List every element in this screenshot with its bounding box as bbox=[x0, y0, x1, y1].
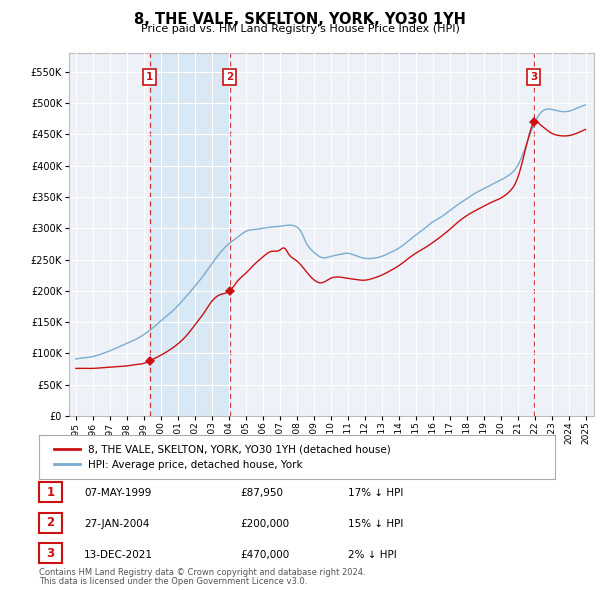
Text: Price paid vs. HM Land Registry's House Price Index (HPI): Price paid vs. HM Land Registry's House … bbox=[140, 24, 460, 34]
Text: £470,000: £470,000 bbox=[240, 550, 289, 559]
Text: 2: 2 bbox=[46, 516, 55, 529]
Text: 13-DEC-2021: 13-DEC-2021 bbox=[84, 550, 153, 559]
Text: 8, THE VALE, SKELTON, YORK, YO30 1YH: 8, THE VALE, SKELTON, YORK, YO30 1YH bbox=[134, 12, 466, 27]
Text: This data is licensed under the Open Government Licence v3.0.: This data is licensed under the Open Gov… bbox=[39, 577, 307, 586]
Text: £87,950: £87,950 bbox=[240, 489, 283, 498]
Text: 1: 1 bbox=[46, 486, 55, 499]
Text: £200,000: £200,000 bbox=[240, 519, 289, 529]
Text: 2: 2 bbox=[226, 72, 233, 81]
Bar bbox=[150, 53, 230, 416]
Text: 2% ↓ HPI: 2% ↓ HPI bbox=[348, 550, 397, 559]
Legend: 8, THE VALE, SKELTON, YORK, YO30 1YH (detached house), HPI: Average price, detac: 8, THE VALE, SKELTON, YORK, YO30 1YH (de… bbox=[49, 440, 395, 474]
Text: 3: 3 bbox=[46, 547, 55, 560]
Text: 07-MAY-1999: 07-MAY-1999 bbox=[84, 489, 151, 498]
Text: 3: 3 bbox=[530, 72, 538, 81]
Text: 27-JAN-2004: 27-JAN-2004 bbox=[84, 519, 149, 529]
Text: 15% ↓ HPI: 15% ↓ HPI bbox=[348, 519, 403, 529]
Text: 17% ↓ HPI: 17% ↓ HPI bbox=[348, 489, 403, 498]
Text: Contains HM Land Registry data © Crown copyright and database right 2024.: Contains HM Land Registry data © Crown c… bbox=[39, 568, 365, 577]
Text: 1: 1 bbox=[146, 72, 154, 81]
